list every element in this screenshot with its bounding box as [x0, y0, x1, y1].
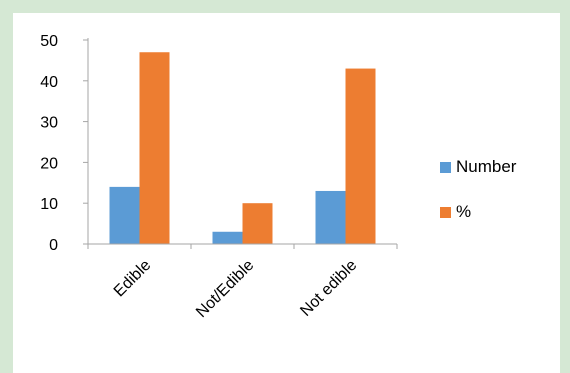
bar-percent [345, 68, 376, 244]
axes [83, 38, 398, 249]
legend-label: Number [456, 157, 517, 176]
y-axis-ticks: 0 10 20 30 40 50 [40, 33, 58, 254]
bar-percent [242, 203, 273, 244]
bar-number [315, 190, 346, 244]
category-label: Edible [111, 257, 155, 301]
y-tick-label: 30 [40, 115, 58, 132]
bars [109, 52, 376, 244]
y-tick-label: 50 [40, 33, 58, 50]
bar-percent [139, 52, 170, 244]
legend: Number% [440, 157, 517, 221]
y-tick-label: 0 [49, 237, 58, 254]
y-tick-label: 10 [40, 196, 58, 213]
y-tick-label: 20 [40, 155, 58, 172]
bar-number [212, 231, 243, 244]
category-labels: Edible Not/Edible Not edible [111, 257, 361, 321]
bar-number [109, 186, 140, 244]
chart-frame [13, 13, 560, 373]
legend-swatch [440, 207, 451, 218]
category-label: Not/Edible [193, 257, 257, 321]
category-label: Not edible [297, 257, 360, 320]
y-tick-label: 40 [40, 74, 58, 91]
legend-label: % [456, 202, 471, 221]
legend-swatch [440, 162, 451, 173]
